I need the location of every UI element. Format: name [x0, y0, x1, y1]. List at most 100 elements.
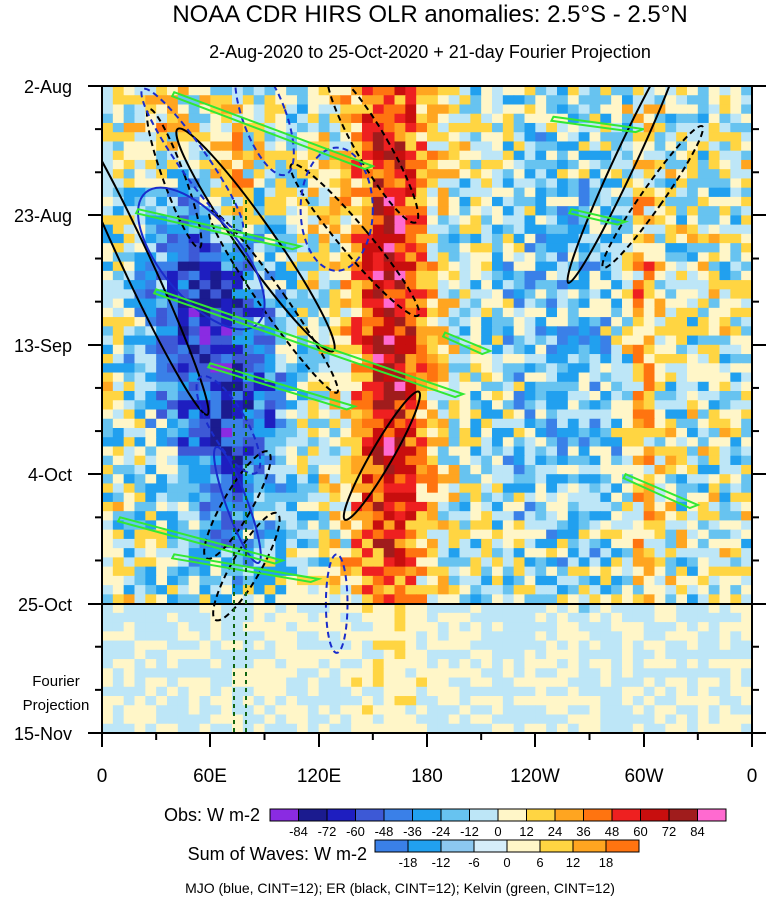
heatmap-cell [546, 141, 558, 152]
heatmap-cell [232, 289, 244, 300]
heatmap-cell [167, 548, 179, 558]
heatmap-cell [340, 427, 352, 438]
heatmap-cell [362, 501, 374, 512]
heatmap-cell [448, 95, 461, 106]
heatmap-cell [145, 372, 157, 383]
heatmap-cell [741, 159, 752, 170]
heatmap-cell [611, 548, 623, 558]
heatmap-cell [232, 169, 244, 180]
heatmap-cell [502, 363, 515, 374]
heatmap-cell [264, 215, 276, 226]
heatmap-cell [513, 492, 526, 503]
heatmap-cell [546, 224, 558, 235]
heatmap-cell [622, 529, 634, 540]
heatmap-cell [199, 206, 211, 216]
heatmap-cell [156, 132, 168, 143]
heatmap-cell [524, 335, 536, 346]
heatmap-cell [340, 215, 352, 226]
heatmap-cell [210, 104, 222, 115]
heatmap-cell [687, 474, 699, 485]
heatmap-cell [697, 427, 710, 438]
heatmap-cell [112, 354, 125, 364]
heatmap-cell [264, 86, 276, 96]
heatmap-cell [524, 631, 536, 642]
heatmap-cell [578, 464, 591, 475]
heatmap-cell [318, 538, 331, 549]
x-tick-2: 120E [297, 733, 341, 787]
heatmap-cell [448, 409, 461, 420]
heatmap-cell [654, 575, 666, 586]
heatmap-cell [405, 464, 417, 475]
heatmap-cell [535, 113, 547, 124]
heatmap-cell [275, 391, 287, 401]
heatmap-cell [102, 150, 114, 161]
heatmap-cell [232, 446, 244, 457]
heatmap-cell [123, 548, 136, 558]
heatmap-cell [394, 557, 406, 568]
heatmap-cell [232, 372, 244, 383]
heatmap-cell [156, 622, 168, 632]
heatmap-cell [318, 705, 331, 716]
heatmap-cell [264, 714, 276, 725]
heatmap-cell [340, 104, 352, 115]
heatmap-cell [242, 178, 255, 189]
heatmap-cell [383, 243, 396, 253]
heatmap-cell [188, 714, 201, 725]
heatmap-cell [167, 261, 179, 272]
heatmap-cell [167, 705, 179, 716]
heatmap-cell [600, 224, 612, 235]
heatmap-cell [622, 113, 634, 124]
colorbar-tick-label: 24 [548, 824, 562, 839]
heatmap-cell [221, 511, 233, 522]
heatmap-cell [242, 381, 255, 392]
heatmap-cell [622, 677, 634, 688]
heatmap-cell [286, 575, 298, 586]
heatmap-cell [253, 261, 266, 272]
heatmap-cell [459, 206, 471, 216]
heatmap-cell [427, 622, 439, 632]
heatmap-cell [427, 159, 439, 170]
heatmap-cell [123, 391, 136, 401]
heatmap-cell [708, 714, 721, 725]
heatmap-cell [112, 206, 125, 216]
colorbar-box [611, 808, 641, 822]
heatmap-cell [448, 270, 461, 281]
heatmap-cell [264, 437, 276, 448]
heatmap-cell [210, 686, 222, 697]
heatmap-cell [708, 464, 721, 475]
heatmap-cell [719, 520, 731, 531]
heatmap-cell [697, 86, 710, 96]
heatmap-cell [112, 400, 125, 411]
heatmap-cell [557, 437, 569, 448]
heatmap-cell [481, 686, 493, 697]
heatmap-cell [557, 649, 569, 660]
heatmap-cell [383, 122, 396, 133]
heatmap-cell [112, 409, 125, 420]
heatmap-cell [318, 150, 331, 161]
heatmap-cell [676, 169, 688, 180]
heatmap-cell [470, 418, 482, 429]
heatmap-cell [123, 492, 136, 503]
heatmap-cell [210, 594, 222, 605]
heatmap-cell [253, 233, 266, 244]
heatmap-cell [676, 233, 688, 244]
heatmap-cell [448, 206, 461, 216]
heatmap-cell [232, 723, 244, 733]
heatmap-cell [112, 104, 125, 115]
heatmap-cell [112, 483, 125, 494]
heatmap-cell [307, 427, 320, 438]
heatmap-cell [557, 696, 569, 706]
heatmap-cell [177, 206, 190, 216]
heatmap-cell [687, 446, 699, 457]
heatmap-cell [437, 113, 450, 124]
heatmap-cell [448, 659, 461, 669]
heatmap-cell [600, 705, 612, 716]
heatmap-cell [405, 169, 417, 180]
heatmap-cell [286, 354, 298, 364]
heatmap-cell [524, 474, 536, 485]
heatmap-cell [318, 354, 331, 364]
heatmap-cell [351, 437, 363, 448]
heatmap-cell [210, 298, 222, 309]
heatmap-cell [167, 649, 179, 660]
heatmap-cell [687, 594, 699, 605]
